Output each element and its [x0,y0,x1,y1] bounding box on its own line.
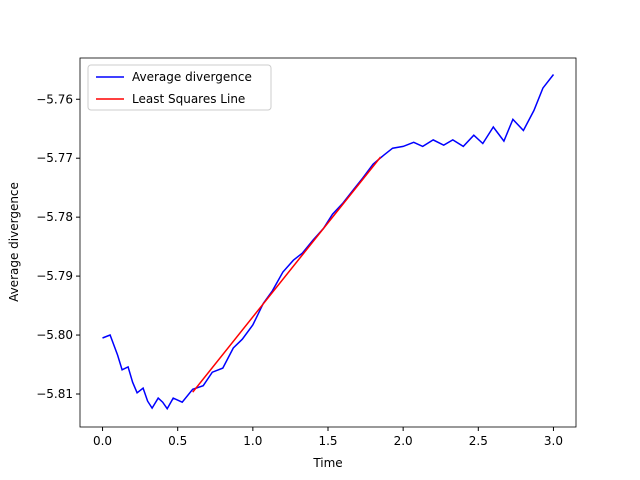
y-tick-label: −5.81 [36,387,73,401]
y-axis-label: Average divergence [7,182,21,302]
x-tick-label: 0.5 [168,434,187,448]
y-tick-label: −5.79 [36,269,73,283]
x-tick-label: 1.0 [243,434,262,448]
x-tick-label: 3.0 [544,434,563,448]
x-axis-label: Time [312,456,342,470]
x-tick-label: 1.5 [318,434,337,448]
y-tick-label: −5.78 [36,210,73,224]
data-line [192,156,382,393]
x-tick-label: 2.5 [469,434,488,448]
plot-frame [79,57,577,428]
x-tick-label: 2.0 [394,434,413,448]
x-tick-label: 0.0 [93,434,112,448]
legend-label: Least Squares Line [132,92,245,106]
y-tick-label: −5.76 [36,92,73,106]
y-tick-label: −5.77 [36,151,73,165]
legend-box [87,64,272,111]
y-tick-label: −5.80 [36,328,73,342]
data-line [102,74,555,411]
legend-label: Average divergence [132,70,252,84]
